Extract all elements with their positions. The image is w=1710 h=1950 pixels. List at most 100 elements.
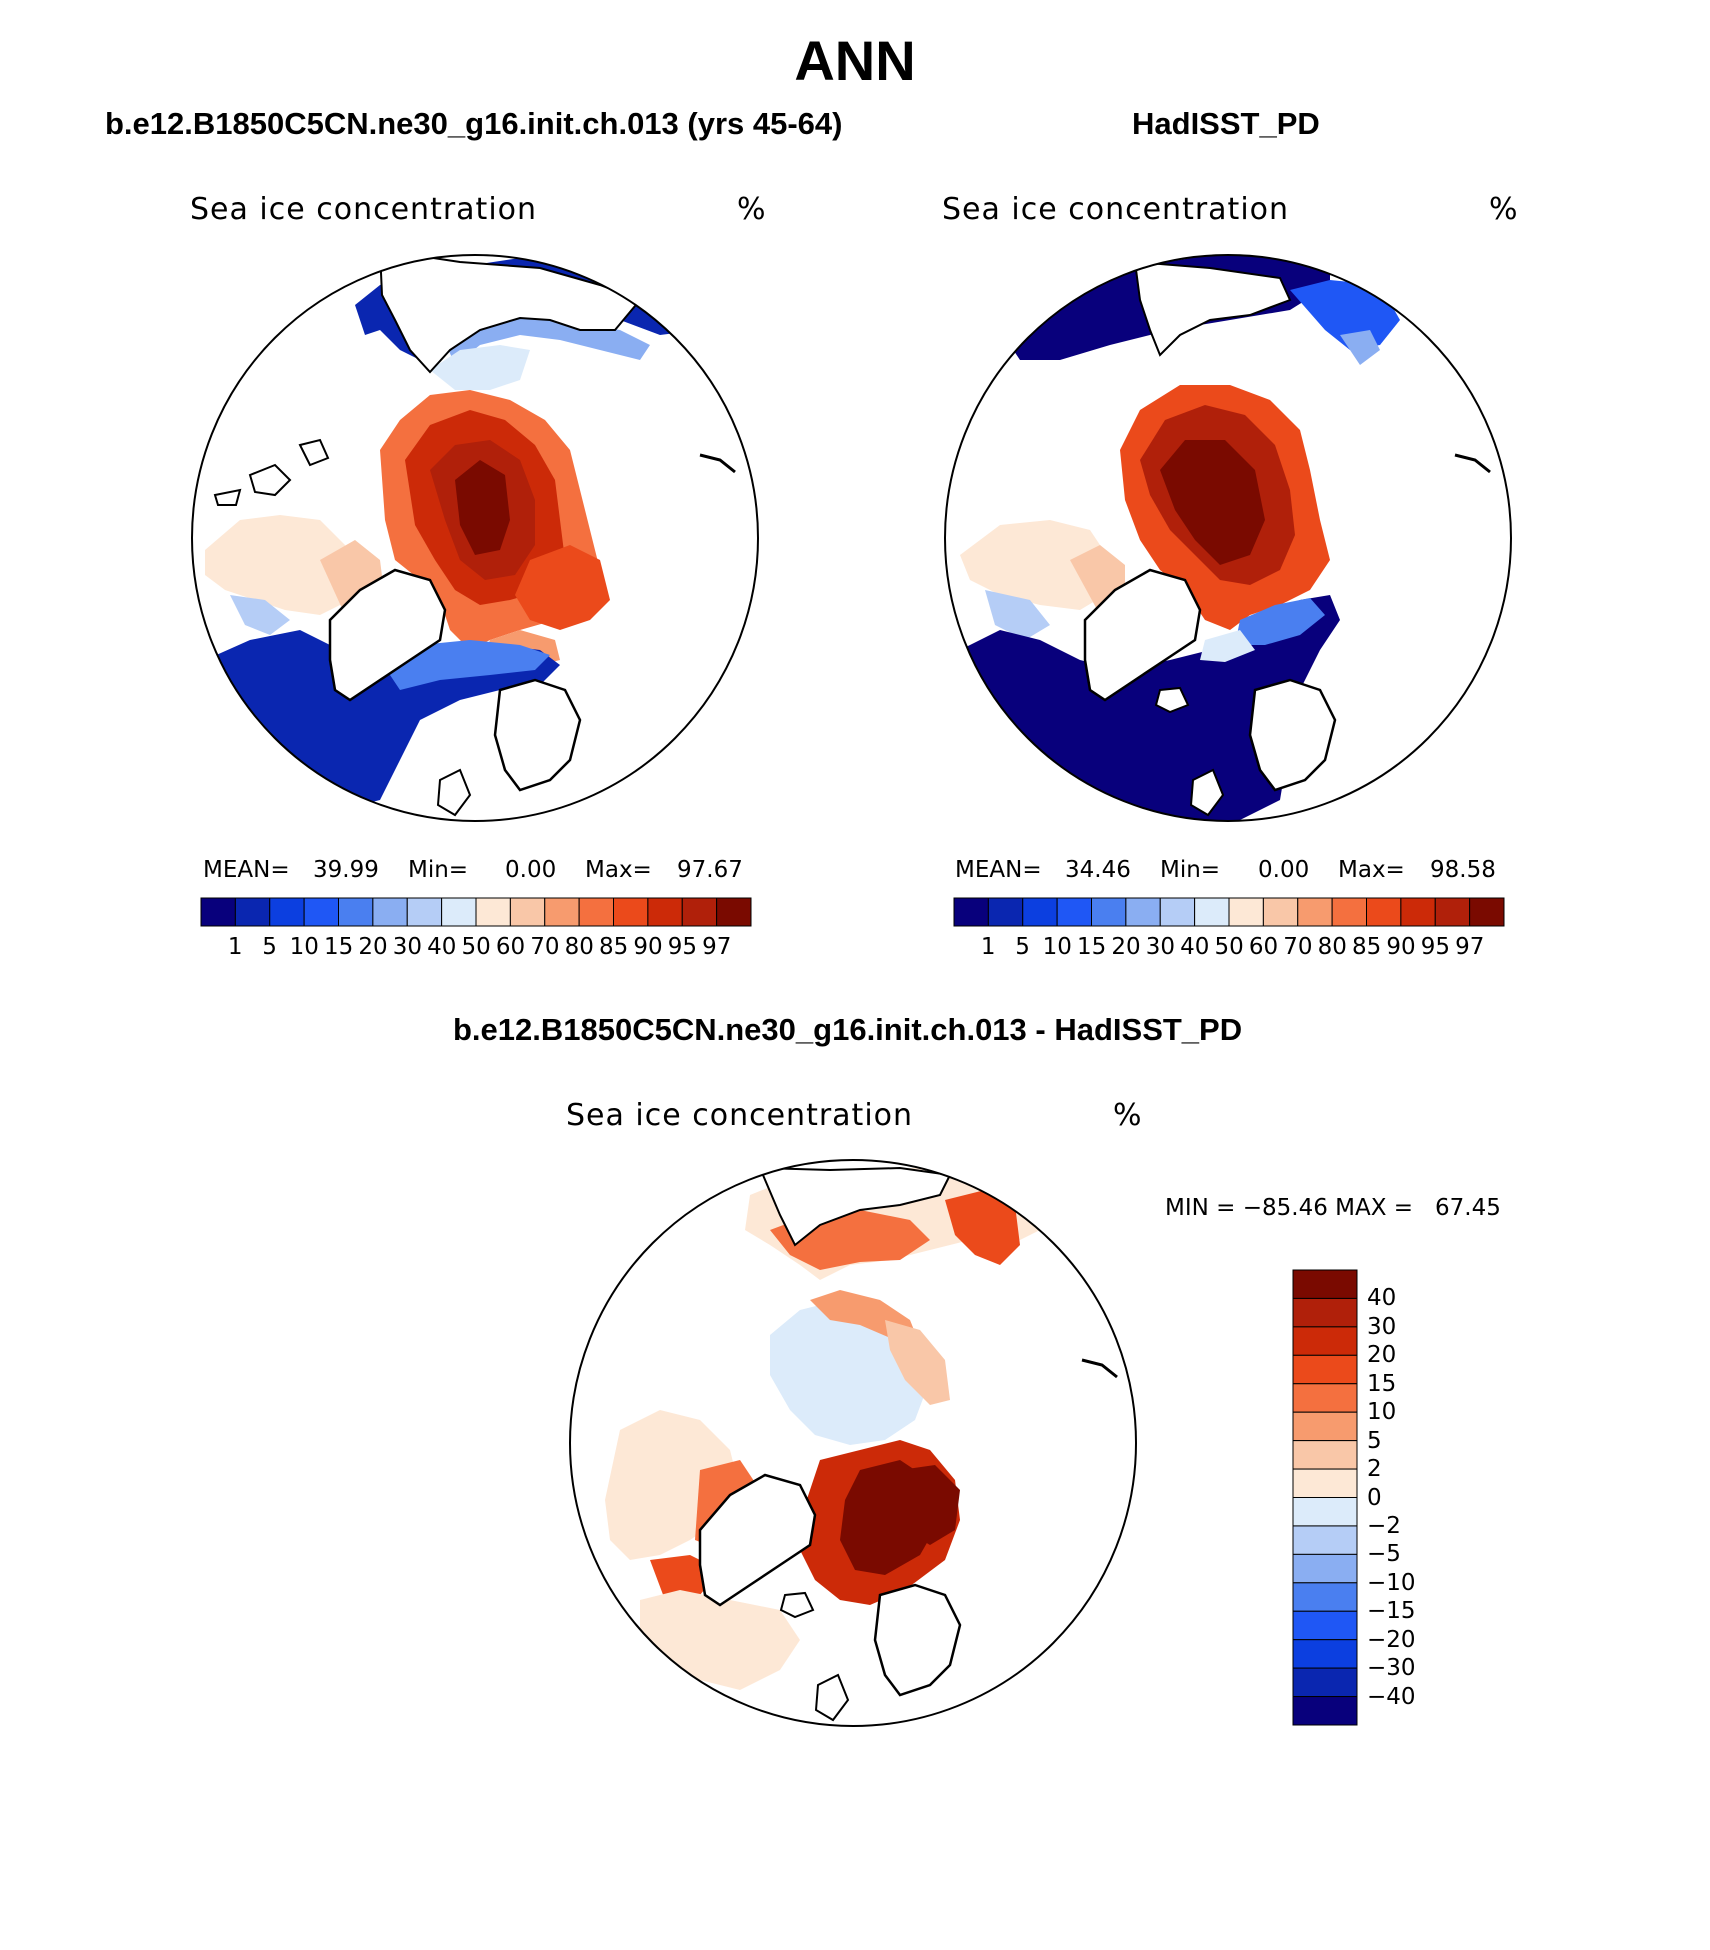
model-min-value: 0.00 [505,857,557,883]
obs-colorbar-tick: 80 [1317,934,1347,960]
obs-colorbar-box [1331,897,1367,927]
model-colorbar-box [441,897,477,927]
model-colorbar-tick: 70 [530,934,560,960]
model-colorbar-box [681,897,718,927]
obs-colorbar-box [1091,897,1127,927]
model-colorbar [200,897,752,927]
obs-mean-value: 34.46 [1065,857,1131,883]
model-max-label: Max= [585,857,652,883]
diff-colorbar-box [1292,1610,1358,1641]
diff-map-boundary [569,1159,1137,1727]
uk-land [1189,768,1225,817]
model-colorbar-box [475,897,511,927]
model-colorbar-box [234,897,271,927]
model-colorbar-box [647,897,683,927]
diff-colorbar-tick: 15 [1367,1370,1397,1397]
obs-colorbar-box [1159,897,1196,927]
eurasia-land [1133,260,1292,357]
model-colorbar-tick: 50 [461,934,491,960]
iceland-land [779,1591,815,1619]
diff-colorbar-tick: −5 [1367,1541,1401,1568]
obs-colorbar-box [1366,897,1402,927]
diff-colorbar-box [1292,1383,1358,1413]
model-mean-value: 39.99 [313,857,379,883]
model-colorbar-tick: 20 [358,934,388,960]
model-colorbar-tick: 15 [324,934,354,960]
obs-colorbar-box [1400,897,1436,927]
eurasia-land [758,1166,952,1247]
diff-colorbar-box [1292,1468,1358,1498]
obs-colorbar-tick: 50 [1214,934,1244,960]
scandinavia-land [493,678,582,792]
model-mean-label: MEAN= [203,857,290,883]
model-colorbar-box [716,897,752,927]
obs-colorbar-tick: 90 [1386,934,1416,960]
obs-colorbar-box [1056,897,1092,927]
diff-colorbar-box [1292,1667,1358,1698]
model-colorbar-tick: 90 [633,934,663,960]
obs-map-boundary [944,254,1512,822]
obs-colorbar-box [1022,897,1058,927]
obs-colorbar-tick: 10 [1042,934,1072,960]
obs-colorbar-tick: 97 [1455,934,1485,960]
model-colorbar-tick: 10 [289,934,319,960]
obs-max-value: 98.58 [1430,857,1496,883]
obs-colorbar-tick: 70 [1283,934,1313,960]
diff-colorbar-tick: 20 [1367,1342,1397,1369]
model-colorbar-tick: 30 [392,934,423,960]
uk-land [814,1673,850,1722]
model-max-value: 97.67 [677,857,743,883]
obs-colorbar-box [1228,897,1264,927]
model-field-label: Sea ice concentration [190,192,538,227]
obs-colorbar-tick: 40 [1180,934,1210,960]
diff-colorbar-tick: 5 [1367,1427,1382,1454]
uk-land [436,768,472,817]
model-colorbar-box [578,897,614,927]
diff-minmax: MIN = −85.46 MAX = 67.45 [1165,1195,1501,1221]
greenland-land [698,1473,817,1607]
obs-colorbar-box [1262,897,1299,927]
obs-colorbar-box [1297,897,1333,927]
model-colorbar-box [303,897,339,927]
diff-colorbar-tick: 10 [1367,1399,1397,1426]
diff-colorbar-tick: −30 [1367,1655,1416,1682]
diff-colorbar-box [1292,1297,1358,1328]
diff-units: % [1113,1098,1143,1133]
obs-colorbar-box [1125,897,1161,927]
scandinavia-land [873,1583,962,1697]
kamchatka-line [699,453,736,474]
obs-colorbar-box [1434,897,1471,927]
diff-colorbar-box [1292,1326,1358,1356]
eurasia-land [378,255,642,374]
model-colorbar-box [544,897,580,927]
obs-colorbar-box [987,897,1024,927]
diff-colorbar-box [1292,1497,1358,1527]
diff-colorbar-tick: 0 [1367,1484,1382,1511]
diff-colorbar-box [1292,1639,1358,1669]
model-colorbar-box [338,897,374,927]
model-colorbar-tick: 40 [427,934,457,960]
diff-colorbar-box [1292,1411,1358,1442]
obs-mean-label: MEAN= [955,857,1042,883]
model-map-boundary [191,254,759,822]
diff-colorbar-box [1292,1354,1358,1385]
diff-colorbar-box [1292,1440,1358,1470]
model-colorbar-box [406,897,443,927]
diff-colorbar-box [1292,1582,1358,1612]
diff-colorbar-tick: 30 [1367,1313,1397,1340]
diff-field-label: Sea ice concentration [566,1098,914,1133]
obs-colorbar-box [953,897,989,927]
iceland-land [1154,686,1190,714]
diff-map [570,1160,1136,1726]
obs-colorbar-box [1469,897,1505,927]
diff-colorbar-tick: 40 [1367,1285,1397,1312]
model-colorbar-box [372,897,408,927]
canada-islands [213,438,330,506]
diff-colorbar-tick: −15 [1367,1598,1416,1625]
obs-panel-title: HadISST_PD [1132,106,1320,141]
kamchatka-line [1081,1358,1118,1379]
diff-colorbar-tick: −2 [1367,1512,1401,1539]
obs-max-label: Max= [1338,857,1405,883]
diff-colorbar-tick: −10 [1367,1569,1416,1596]
